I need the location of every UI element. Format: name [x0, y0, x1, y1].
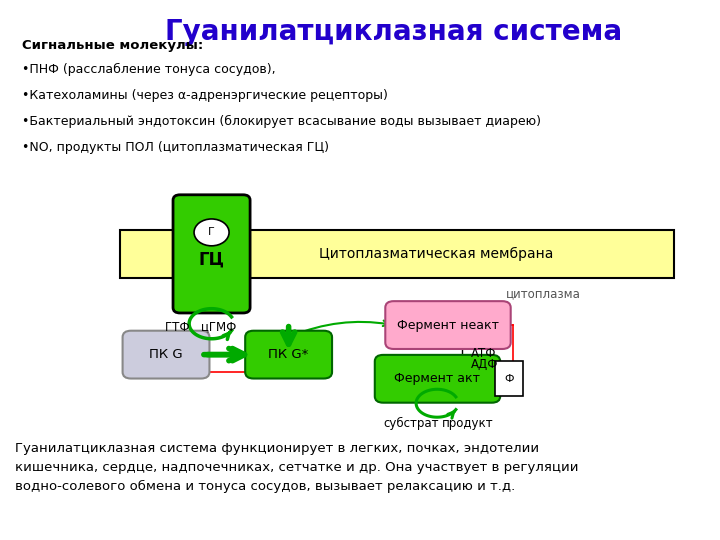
Text: ПК G*: ПК G*: [269, 348, 309, 361]
FancyBboxPatch shape: [173, 195, 250, 313]
Text: Цитоплазматическая мембрана: Цитоплазматическая мембрана: [319, 247, 553, 261]
Text: Фермент неакт: Фермент неакт: [397, 319, 499, 332]
Text: •Бактериальный эндотоксин (блокирует всасывание воды вызывает диарею): •Бактериальный эндотоксин (блокирует вса…: [22, 114, 541, 128]
Text: Фермент акт: Фермент акт: [395, 372, 480, 385]
Text: субстрат: субстрат: [384, 416, 439, 430]
Text: АДФ: АДФ: [471, 357, 498, 370]
Text: ГТФ   цГМФ: ГТФ цГМФ: [166, 320, 237, 333]
Bar: [120, 230, 674, 278]
Bar: [495, 361, 523, 396]
FancyBboxPatch shape: [375, 355, 500, 403]
Text: цитоплазма: цитоплазма: [505, 288, 580, 301]
Text: продукт: продукт: [441, 416, 493, 430]
Circle shape: [194, 219, 229, 246]
Text: •Катехоламины (через α-адренэргические рецепторы): •Катехоламины (через α-адренэргические р…: [22, 89, 388, 102]
Text: Г: Г: [208, 227, 215, 238]
FancyBboxPatch shape: [385, 301, 510, 349]
Text: •NO, продукты ПОЛ (цитоплазматическая ГЦ): •NO, продукты ПОЛ (цитоплазматическая ГЦ…: [22, 140, 330, 153]
Text: АТФ: АТФ: [471, 347, 496, 360]
Text: •ПНФ (расслабление тонуса сосудов),: •ПНФ (расслабление тонуса сосудов),: [22, 63, 276, 76]
Text: Гуанилатциклазная система функционирует в легких, почках, эндотелии
кишечника, с: Гуанилатциклазная система функционирует …: [15, 442, 579, 493]
Text: ПК G: ПК G: [149, 348, 183, 361]
Text: Ф: Ф: [505, 374, 514, 384]
Text: ГЦ: ГЦ: [199, 250, 225, 268]
FancyBboxPatch shape: [246, 330, 332, 379]
Text: Сигнальные молекулы:: Сигнальные молекулы:: [22, 39, 204, 52]
FancyBboxPatch shape: [122, 330, 210, 379]
Text: Гуанилатциклазная система: Гуанилатциклазная система: [165, 17, 622, 45]
